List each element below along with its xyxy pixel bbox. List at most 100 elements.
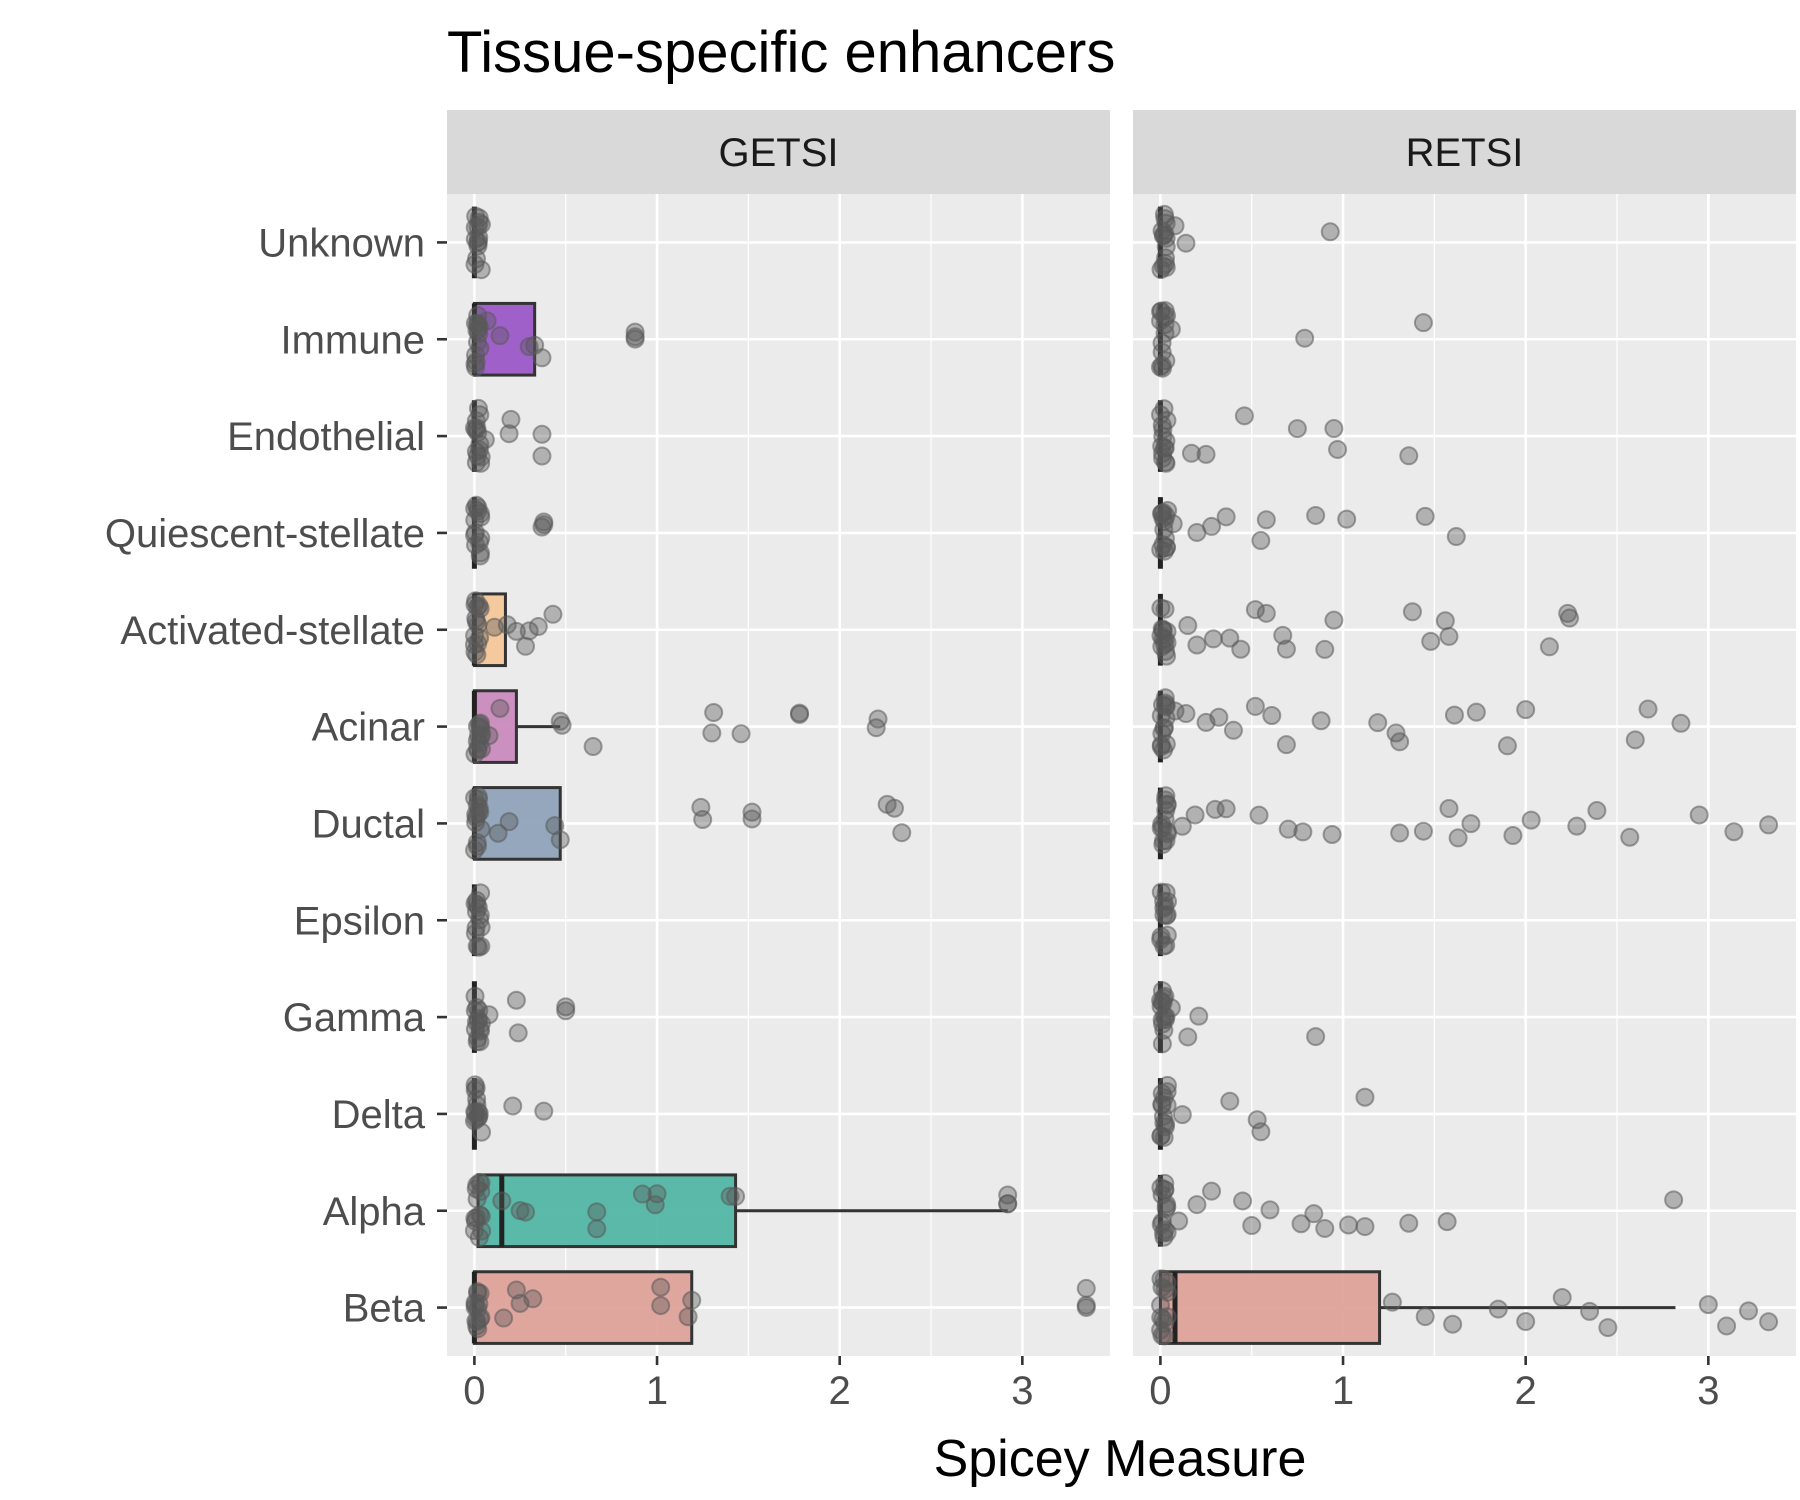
data-point xyxy=(1156,786,1176,806)
points-delta-retsi xyxy=(1151,1075,1375,1147)
y-tick-label-unknown: Unknown xyxy=(258,221,425,265)
data-point xyxy=(1256,603,1276,623)
data-point xyxy=(1580,1301,1600,1321)
data-point xyxy=(1324,419,1344,439)
facet-panels: GETSI 0 1 2 3 RETSI 0 1 2 3 xyxy=(447,110,1796,1413)
data-point xyxy=(1390,823,1410,843)
strip-getsi xyxy=(447,110,1110,194)
data-point xyxy=(468,305,488,325)
data-point xyxy=(488,823,508,843)
data-point xyxy=(528,617,548,637)
data-point xyxy=(1152,333,1172,353)
data-point xyxy=(1287,419,1307,439)
points-gamma-getsi xyxy=(465,986,576,1052)
data-point xyxy=(1413,821,1433,841)
data-point xyxy=(1169,1211,1189,1231)
points-beta-getsi xyxy=(465,1277,1096,1339)
data-point xyxy=(1196,444,1216,464)
data-point xyxy=(1157,633,1177,653)
data-point xyxy=(1724,822,1744,842)
points-acinar-retsi xyxy=(1151,688,1691,760)
data-point xyxy=(1439,626,1459,646)
data-point xyxy=(720,1186,740,1206)
data-point xyxy=(632,1184,652,1204)
data-point xyxy=(465,1295,485,1315)
data-point xyxy=(552,715,572,735)
points-beta-retsi xyxy=(1151,1269,1779,1346)
points-immune-getsi xyxy=(465,305,645,377)
data-point xyxy=(1443,1314,1463,1334)
data-point xyxy=(1521,810,1541,830)
panel-background-retsi xyxy=(1133,194,1796,1356)
y-tick-label-quiescent-stellate: Quiescent-stellate xyxy=(105,512,425,556)
data-point xyxy=(1202,1181,1222,1201)
data-point xyxy=(583,737,603,757)
y-tick-label-endothelial: Endothelial xyxy=(227,415,425,459)
data-point xyxy=(465,1211,485,1231)
data-point xyxy=(1382,1292,1402,1312)
data-point xyxy=(678,1307,698,1327)
data-point xyxy=(587,1219,607,1239)
data-point xyxy=(468,739,488,759)
x-tick-label-1: 1 xyxy=(646,1369,668,1413)
data-point xyxy=(468,804,488,824)
data-point xyxy=(467,836,487,856)
data-point xyxy=(467,1175,487,1195)
data-point xyxy=(1165,216,1185,236)
data-point xyxy=(532,446,552,466)
data-point xyxy=(1203,629,1223,649)
data-point xyxy=(1587,801,1607,821)
data-point xyxy=(682,1290,702,1310)
data-point xyxy=(1242,1216,1262,1236)
data-point xyxy=(1153,358,1173,378)
data-point xyxy=(884,798,904,818)
data-point xyxy=(1421,631,1441,651)
points-epsilon-getsi xyxy=(465,883,491,957)
data-point xyxy=(1076,1295,1096,1315)
data-point xyxy=(1415,1307,1435,1327)
data-point xyxy=(1295,328,1315,348)
data-point xyxy=(1187,1195,1207,1215)
data-point xyxy=(1488,1299,1508,1319)
data-point xyxy=(1151,540,1171,560)
data-point xyxy=(1276,639,1296,659)
data-point xyxy=(1446,527,1466,547)
data-point xyxy=(1187,635,1207,655)
data-point xyxy=(464,418,484,438)
panel-getsi: GETSI 0 1 2 3 xyxy=(447,110,1110,1413)
data-point xyxy=(1262,705,1282,725)
data-point xyxy=(1155,254,1175,274)
data-point xyxy=(1461,814,1481,834)
data-point xyxy=(466,1311,486,1331)
x-tick-label-0: 0 xyxy=(1149,1369,1171,1413)
data-point xyxy=(1154,1113,1174,1133)
data-point xyxy=(516,636,536,656)
data-point xyxy=(471,260,491,280)
data-point xyxy=(702,723,722,743)
data-point xyxy=(1172,816,1192,836)
data-point xyxy=(466,453,486,473)
x-axis-label: Spicey Measure xyxy=(934,1430,1307,1488)
data-point xyxy=(1759,815,1779,835)
data-point xyxy=(543,604,563,624)
data-point xyxy=(465,986,485,1006)
data-point xyxy=(503,1096,523,1116)
data-point xyxy=(1276,735,1296,755)
data-point xyxy=(1402,602,1422,622)
data-point xyxy=(1390,732,1410,752)
data-point xyxy=(1152,1084,1172,1104)
data-point xyxy=(519,621,539,641)
data-point xyxy=(1444,705,1464,725)
box-alpha-getsi xyxy=(476,1173,1008,1249)
x-tick-label-3: 3 xyxy=(1697,1369,1719,1413)
data-point xyxy=(469,937,489,957)
data-point xyxy=(1165,701,1185,721)
y-tick-label-activated-stellate: Activated-stellate xyxy=(120,609,425,653)
data-point xyxy=(1163,514,1183,534)
points-activated-stellate-retsi xyxy=(1151,598,1580,666)
data-point xyxy=(790,704,810,724)
x-tick-label-1: 1 xyxy=(1332,1369,1354,1413)
data-point xyxy=(469,1000,489,1020)
data-point xyxy=(1251,531,1271,551)
y-tick-label-alpha: Alpha xyxy=(323,1190,426,1234)
